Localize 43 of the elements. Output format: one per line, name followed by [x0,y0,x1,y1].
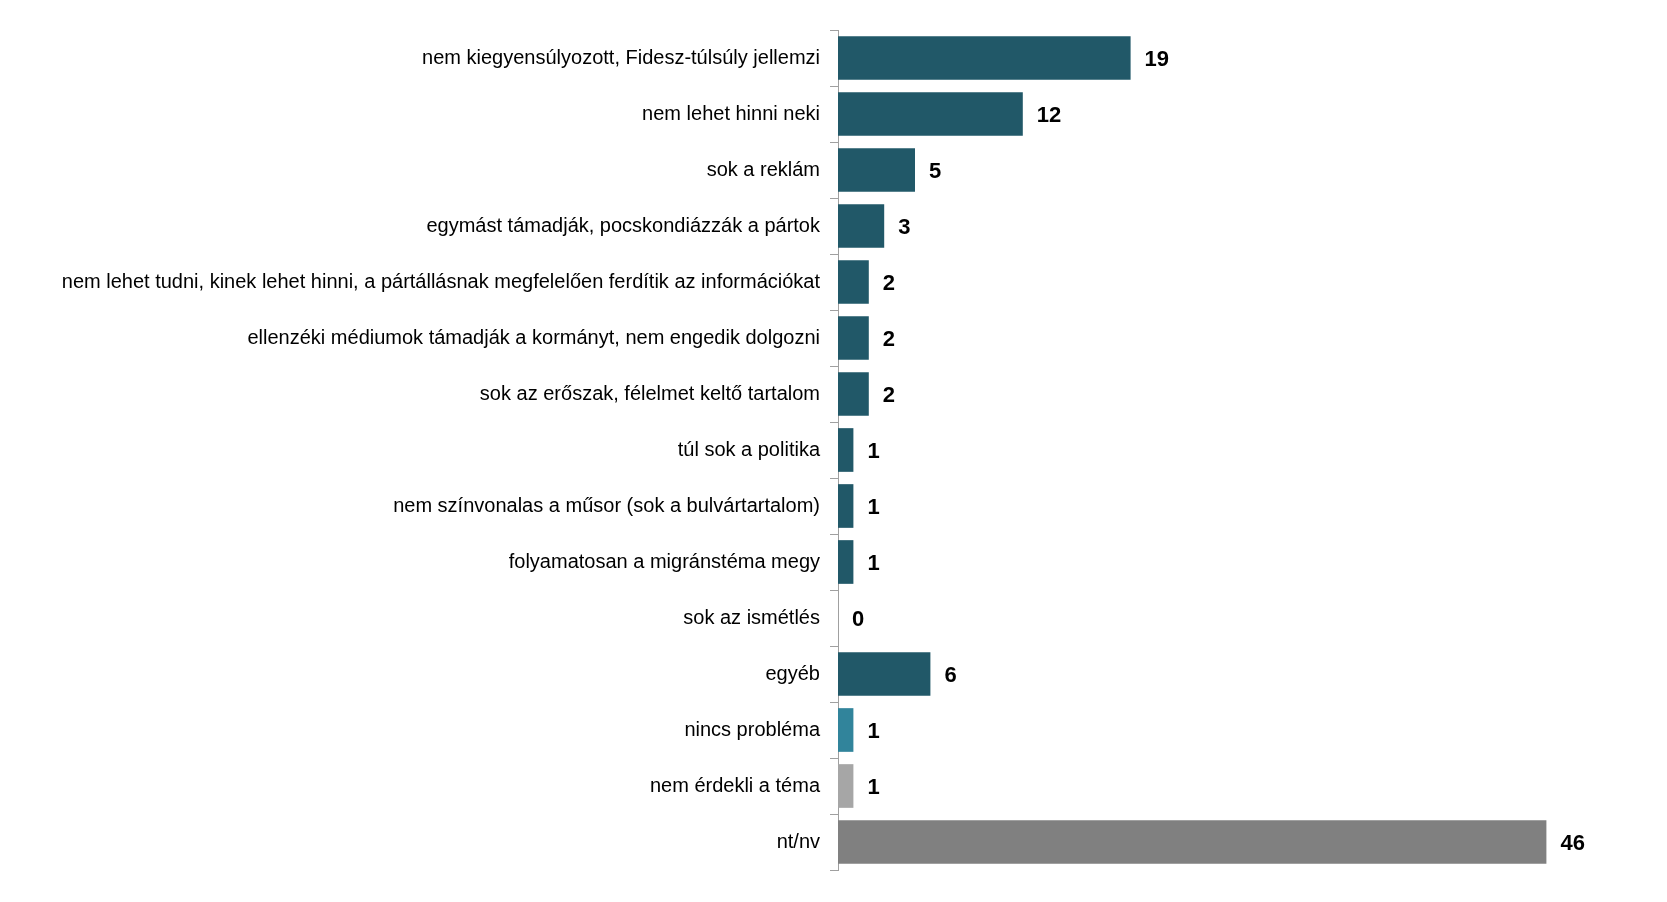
data-label: 1 [867,550,880,576]
y-tick-label: sok az erőszak, félelmet keltő tartalom [479,381,820,404]
y-tick-label: nem érdekli a téma [649,773,821,796]
data-label: 1 [867,718,880,744]
y-tick-label: egymást támadják, pocskondiázzák a pártok [426,213,821,236]
y-tick-label: egyéb [765,661,820,684]
bar [838,372,869,416]
y-tick-label: nincs probléma [684,717,821,740]
data-label: 1 [867,494,880,520]
y-tick-label: ellenzéki médiumok támadják a kormányt, nem engedik dolgozni [247,325,820,348]
data-label: 5 [929,158,942,184]
data-label: 0 [852,606,865,632]
y-tick-label: nem színvonalas a műsor (sok a bulvártartalom) [393,493,820,516]
bar [838,484,854,528]
data-label: 19 [1144,46,1170,72]
data-label: 2 [882,326,896,352]
bar [838,92,1023,136]
y-tick-label: sok az ismétlés [683,605,820,628]
bar [838,820,1547,864]
y-tick-label: túl sok a politika [677,437,821,460]
y-tick-label: nem kiegyensúlyozott, Fidesz-túlsúly jellemzi [422,45,820,68]
data-label: 46 [1560,830,1585,856]
y-tick-label: folyamatosan a migránstéma megy [508,549,820,572]
data-label: 2 [882,382,896,408]
bar [838,36,1131,80]
bar [838,428,854,472]
data-label: 1 [867,438,880,464]
data-label: 6 [944,662,957,688]
bar [838,148,915,192]
data-label: 12 [1036,102,1062,128]
y-tick-label: nt/nv [776,829,820,852]
bar [838,708,854,752]
y-tick-label: nem lehet tudni, kinek lehet hinni, a pártállásnak megfelelően ferdítik az információkat [61,269,821,292]
bar [838,260,869,304]
bar [838,652,931,696]
y-tick-label: nem lehet hinni neki [642,101,820,124]
data-label: 1 [867,774,880,800]
bar [838,204,885,248]
bar [838,540,854,584]
data-label: 3 [898,214,911,240]
y-tick-label: sok a reklám [706,157,820,180]
data-label: 2 [882,270,896,296]
bar [838,316,869,360]
